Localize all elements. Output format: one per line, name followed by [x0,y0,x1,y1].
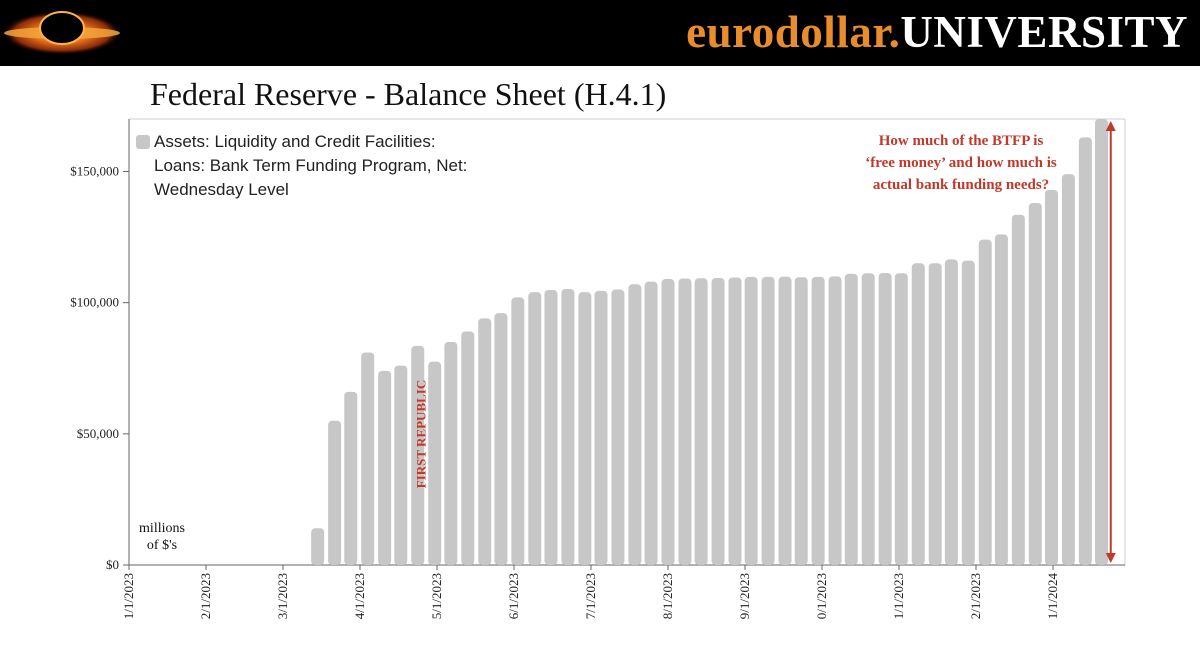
data-bar [778,276,792,565]
range-arrow-head-top [1105,121,1116,131]
x-tick-label: 2/1/2023 [198,573,213,619]
data-bar [311,528,325,565]
data-bar [828,276,842,565]
data-bar [461,331,475,565]
data-bar [994,234,1008,565]
x-tick-label: 1/1/2024 [1045,573,1060,620]
data-bar [494,313,508,565]
btfp-annotation: How much of the BTFP is ‘free money’ and… [820,130,1102,196]
x-axis-labels: 1/1/2023 2/1/2023 3/1/2023 4/1/2023 5/1/2023… [121,573,1060,620]
data-bar [1078,137,1092,566]
annotation-line-2: ‘free money’ and how much is [865,155,1057,171]
annotation-line-1: How much of the BTFP is [878,133,1044,149]
x-tick-label: 1/1/2023 [121,573,136,619]
data-bar [561,289,575,565]
data-bar [628,284,642,565]
data-bar [594,290,608,565]
y-axis-labels: $0 $50,000 $100,000 $150,000 [70,163,119,572]
data-bar [661,279,675,565]
y-tick-label: $150,000 [70,163,119,178]
data-bar [894,273,908,565]
data-bar [961,260,975,565]
data-bar [1095,119,1109,565]
data-bar [528,292,542,565]
legend-line-3: Wednesday Level [154,180,289,199]
range-arrow-head-bottom [1105,553,1116,563]
first-republic-label: FIRST REPUBLIC [413,380,428,488]
x-tick-label: 9/1/2023 [737,573,752,619]
header-bar: eurodollar.UNIVERSITY [0,0,1200,66]
data-bar [578,292,592,565]
data-bar [1061,174,1075,565]
chart-axes [123,118,1126,570]
units-line-1: millions [139,521,185,536]
page-title: Federal Reserve - Balance Sheet (H.4.1) [150,76,667,112]
x-tick-label: 0/1/2023 [814,573,829,619]
data-bar [794,277,808,565]
brand-accent-text: eurodollar. [686,7,901,57]
data-bar [978,239,992,565]
data-bar [378,370,392,565]
data-bar [444,342,458,565]
chart-legend: Assets: Liquidity and Credit Facilities:… [136,130,554,202]
data-bar [944,259,958,565]
data-bar [728,277,742,565]
x-tick-label: 6/1/2023 [506,573,521,619]
data-bar [878,273,892,565]
data-bar [811,276,825,565]
data-bar [928,263,942,565]
data-bar [411,345,425,565]
y-tick-label: $100,000 [70,295,119,310]
x-tick-label: 8/1/2023 [660,573,675,619]
annotation-line-3: actual bank funding needs? [872,177,1050,193]
brand-title: eurodollar.UNIVERSITY [686,6,1188,58]
black-hole-icon [2,11,122,55]
chart-annotations: FIRST REPUBLIC [413,121,1116,563]
x-tick-label: 3/1/2023 [275,573,290,619]
data-bar [394,365,408,565]
units-line-2: of $'s [146,538,178,553]
x-tick-label: 5/1/2023 [429,573,444,619]
chart-bars [311,119,1109,566]
brand-main-text: UNIVERSITY [900,7,1188,57]
data-bar [478,318,492,565]
x-tick-label: 7/1/2023 [583,573,598,619]
data-bar [1011,214,1025,565]
data-bar [544,290,558,565]
data-bar [861,273,875,565]
data-bar [611,289,625,565]
data-bar [711,277,725,565]
legend-line-2: Loans: Bank Term Funding Program, Net: [154,156,468,175]
data-bar [344,391,358,565]
data-bar [1028,202,1042,565]
x-tick-label: 4/1/2023 [352,573,367,619]
data-bar [744,276,758,565]
data-bar [911,263,925,565]
data-bar [761,276,775,565]
legend-line-1: Assets: Liquidity and Credit Facilities: [154,132,436,151]
y-tick-label: $0 [106,557,119,572]
data-bar [694,278,708,565]
units-label: millions of $'s [124,520,200,554]
data-bar [328,420,342,565]
data-bar [428,361,442,565]
legend-swatch [136,135,150,149]
x-tick-label: 2/1/2023 [968,573,983,619]
data-bar [1044,189,1058,565]
data-bar [678,278,692,565]
x-tick-label: 1/1/2023 [891,573,906,619]
data-bar [361,352,375,565]
data-bar [644,281,658,565]
y-tick-label: $50,000 [77,426,119,441]
data-bar [844,273,858,565]
data-bar [511,297,525,565]
